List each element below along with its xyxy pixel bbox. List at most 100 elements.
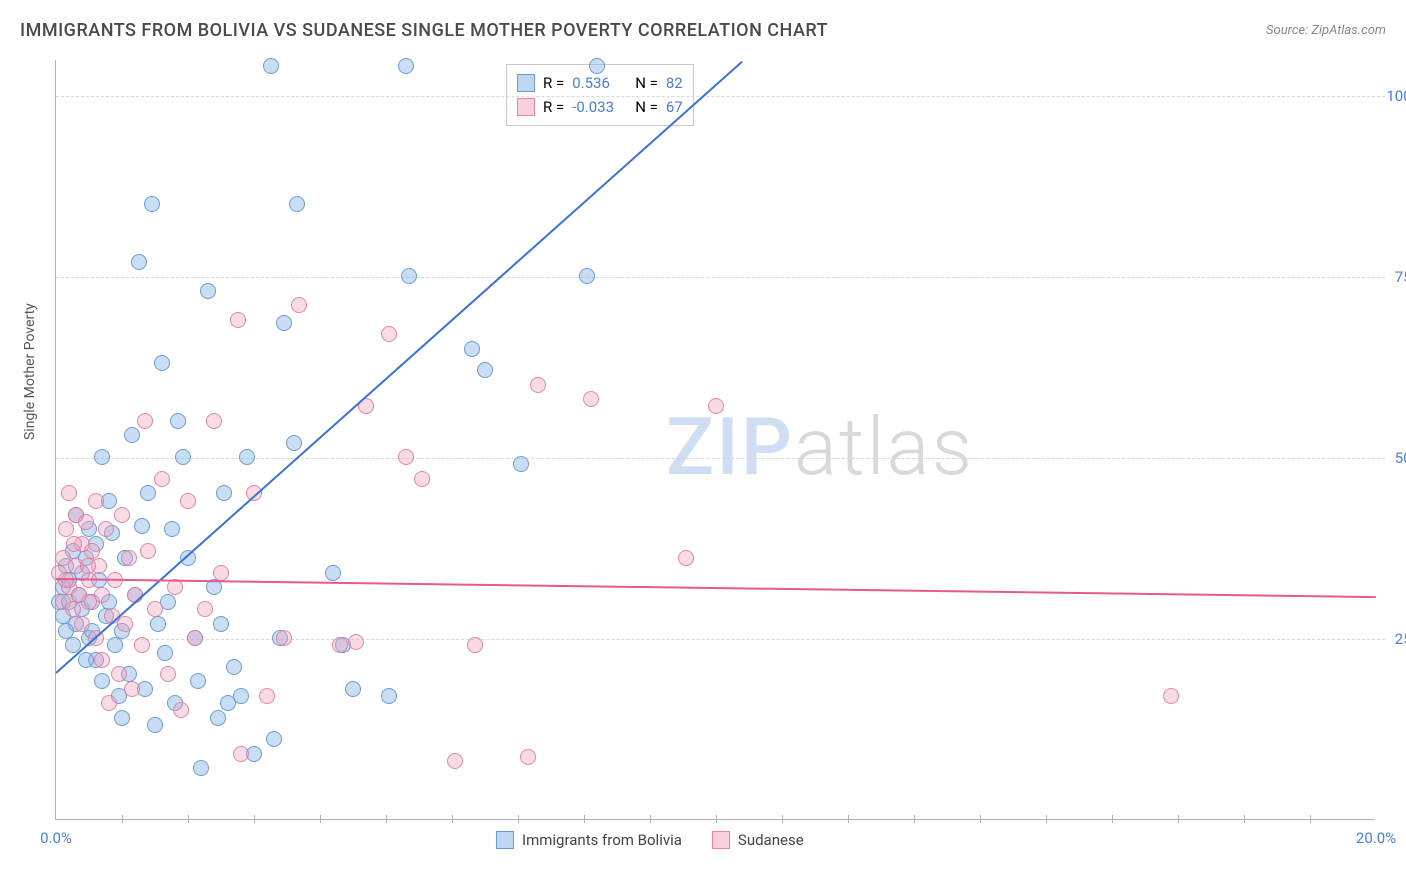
data-point [398, 449, 414, 465]
data-point [137, 413, 153, 429]
data-point [398, 58, 414, 74]
stat-n-bolivia: 82 [666, 71, 683, 95]
data-point [513, 456, 529, 472]
xtick [1244, 815, 1245, 823]
data-point [187, 630, 203, 646]
data-point [124, 427, 140, 443]
stat-r-sudanese: -0.033 [572, 95, 627, 119]
data-point [239, 449, 255, 465]
legend-swatch-blue-icon [517, 74, 535, 92]
stat-n-label: N = [635, 71, 658, 95]
data-point [325, 565, 341, 581]
chart-title: IMMIGRANTS FROM BOLIVIA VS SUDANESE SING… [20, 20, 828, 41]
xtick [980, 815, 981, 823]
ytick-label: 25.0% [1380, 630, 1406, 648]
data-point [216, 485, 232, 501]
data-point [520, 749, 536, 765]
data-point [233, 746, 249, 762]
data-point [381, 326, 397, 342]
data-point [464, 341, 480, 357]
title-bar: IMMIGRANTS FROM BOLIVIA VS SUDANESE SING… [20, 20, 1386, 41]
data-point [579, 268, 595, 284]
bottom-legend: Immigrants from Bolivia Sudanese [496, 831, 804, 849]
stat-r-label: R = [543, 95, 564, 119]
xtick [848, 815, 849, 823]
watermark-zip: ZIP [666, 400, 794, 494]
data-point [708, 398, 724, 414]
y-axis-label: Single Mother Poverty [22, 303, 38, 440]
data-point [140, 543, 156, 559]
data-point [289, 196, 305, 212]
ytick-label: 50.0% [1380, 449, 1406, 467]
data-point [348, 634, 364, 650]
xtick [518, 815, 519, 823]
data-point [94, 652, 110, 668]
data-point [134, 518, 150, 534]
data-point [131, 254, 147, 270]
data-point [193, 760, 209, 776]
xtick [320, 815, 321, 823]
data-point [117, 616, 133, 632]
stat-n-label: N = [635, 95, 658, 119]
stat-r-label: R = [543, 71, 564, 95]
data-point [78, 514, 94, 530]
data-point [180, 493, 196, 509]
xtick [584, 815, 585, 823]
data-point [200, 283, 216, 299]
data-point [61, 485, 77, 501]
data-point [381, 688, 397, 704]
data-point [167, 579, 183, 595]
data-point [124, 681, 140, 697]
data-point [263, 58, 279, 74]
data-point [58, 521, 74, 537]
data-point [88, 493, 104, 509]
data-point [213, 565, 229, 581]
data-point [80, 558, 96, 574]
data-point [1163, 688, 1179, 704]
stats-row-sudanese: R = -0.033 N = 67 [517, 95, 683, 119]
xtick [1112, 815, 1113, 823]
xtick [1046, 815, 1047, 823]
legend-item-sudanese: Sudanese [712, 831, 804, 849]
watermark: ZIPatlas [666, 400, 974, 494]
legend-swatch-pink-icon [712, 831, 730, 849]
data-point [140, 485, 156, 501]
legend-label-sudanese: Sudanese [738, 831, 804, 849]
data-point [206, 413, 222, 429]
data-point [226, 659, 242, 675]
data-point [414, 471, 430, 487]
data-point [150, 616, 166, 632]
data-point [259, 688, 275, 704]
gridline [56, 458, 1385, 459]
data-point [447, 753, 463, 769]
legend-swatch-blue-icon [496, 831, 514, 849]
data-point [175, 449, 191, 465]
data-point [197, 601, 213, 617]
data-point [121, 550, 137, 566]
data-point [233, 688, 249, 704]
data-point [154, 355, 170, 371]
data-point [114, 710, 130, 726]
data-point [583, 391, 599, 407]
xtick [254, 815, 255, 823]
data-point [147, 601, 163, 617]
trend-line [56, 578, 1376, 598]
xtick [1310, 815, 1311, 823]
source-label: Source: ZipAtlas.com [1266, 23, 1386, 38]
data-point [94, 587, 110, 603]
data-point [213, 616, 229, 632]
stat-r-bolivia: 0.536 [572, 71, 627, 95]
data-point [74, 616, 90, 632]
data-point [114, 507, 130, 523]
xtick [386, 815, 387, 823]
xtick [452, 815, 453, 823]
data-point [170, 413, 186, 429]
chart-container: IMMIGRANTS FROM BOLIVIA VS SUDANESE SING… [0, 0, 1406, 892]
gridline [56, 639, 1385, 640]
data-point [111, 666, 127, 682]
data-point [98, 521, 114, 537]
xtick [122, 815, 123, 823]
xtick [188, 815, 189, 823]
data-point [276, 315, 292, 331]
watermark-atlas: atlas [794, 400, 974, 494]
